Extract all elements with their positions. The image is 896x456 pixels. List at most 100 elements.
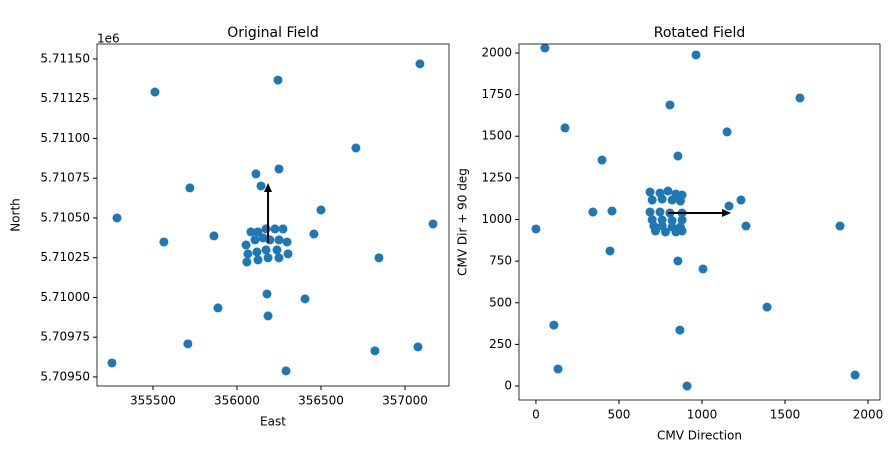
- point: [682, 381, 692, 391]
- point: [261, 245, 271, 255]
- point: [183, 339, 193, 349]
- point: [736, 195, 746, 205]
- arrow-head: [722, 209, 732, 218]
- point: [300, 294, 310, 304]
- point: [657, 194, 667, 204]
- point: [242, 257, 252, 267]
- y-tick-label: 5.71050: [40, 210, 90, 224]
- point: [159, 237, 169, 247]
- point: [278, 224, 288, 234]
- point: [281, 366, 291, 376]
- x-axis-label: East: [260, 415, 286, 429]
- point: [283, 249, 293, 259]
- chart-title: Original Field: [227, 25, 319, 41]
- plot-frame: [518, 43, 881, 401]
- point: [274, 235, 284, 245]
- point: [351, 143, 361, 153]
- point: [673, 151, 683, 161]
- point: [663, 186, 673, 196]
- point: [660, 227, 670, 237]
- point: [850, 370, 860, 380]
- chart-title: Rotated Field: [654, 25, 746, 41]
- point: [605, 246, 615, 256]
- y-tick-label: 0: [504, 379, 512, 393]
- y-tick-label: 5.70950: [40, 369, 90, 383]
- point: [741, 221, 751, 231]
- point: [374, 253, 384, 263]
- point: [675, 196, 685, 206]
- y-tick-label: 1500: [481, 129, 512, 143]
- y-axis-label: CMV Dir + 90 deg: [456, 168, 470, 276]
- y-tick-label: 5.71025: [40, 250, 90, 264]
- point: [252, 247, 262, 257]
- y-offset-label: 1e6: [97, 32, 120, 46]
- point: [722, 127, 732, 137]
- point: [107, 358, 117, 368]
- point: [413, 342, 423, 352]
- point: [677, 226, 687, 236]
- point: [309, 229, 319, 239]
- x-tick-label: 356500: [298, 394, 344, 408]
- point: [241, 240, 251, 250]
- y-tick-label: 5.71125: [40, 91, 90, 105]
- point: [665, 100, 675, 110]
- point: [645, 187, 655, 197]
- x-tick-label: 357000: [382, 394, 428, 408]
- point: [246, 227, 256, 237]
- point: [691, 50, 701, 60]
- point: [531, 224, 541, 234]
- point: [243, 249, 253, 259]
- y-tick-label: 5.70975: [40, 330, 90, 344]
- point: [698, 264, 708, 274]
- point: [262, 289, 272, 299]
- point: [253, 227, 263, 237]
- y-tick-label: 5.71150: [40, 51, 90, 65]
- point: [258, 233, 268, 243]
- point: [263, 311, 273, 321]
- point: [724, 201, 734, 211]
- point: [316, 205, 326, 215]
- x-axis-label: CMV Direction: [657, 429, 742, 443]
- point: [272, 245, 282, 255]
- y-tick-label: 1000: [481, 212, 512, 226]
- x-tick-label: 356000: [214, 394, 260, 408]
- point: [677, 215, 687, 225]
- point: [675, 325, 685, 335]
- point: [795, 93, 805, 103]
- point: [655, 207, 665, 217]
- point: [667, 195, 677, 205]
- x-tick-label: 355500: [130, 394, 176, 408]
- arrow-head: [264, 182, 273, 192]
- point: [150, 87, 160, 97]
- y-tick-label: 250: [489, 337, 512, 351]
- point: [415, 59, 425, 69]
- point: [213, 303, 223, 313]
- y-tick-label: 1750: [481, 87, 512, 101]
- y-axis-label: North: [9, 198, 23, 232]
- y-tick-label: 2000: [481, 45, 512, 59]
- x-tick-label: 500: [608, 408, 631, 422]
- point: [261, 224, 271, 234]
- point: [835, 221, 845, 231]
- x-tick-label: 2000: [853, 408, 884, 422]
- point: [560, 123, 570, 133]
- point: [270, 224, 280, 234]
- point: [370, 346, 380, 356]
- point: [274, 164, 284, 174]
- point: [263, 253, 273, 263]
- y-tick-label: 5.71075: [40, 171, 90, 185]
- point: [549, 320, 559, 330]
- point: [256, 181, 266, 191]
- point: [667, 216, 677, 226]
- point: [251, 169, 261, 179]
- x-tick-label: 1000: [687, 408, 718, 422]
- point: [762, 302, 772, 312]
- y-tick-label: 5.71000: [40, 290, 90, 304]
- point: [273, 75, 283, 85]
- point: [282, 237, 292, 247]
- point: [650, 226, 660, 236]
- point: [647, 195, 657, 205]
- y-tick-label: 750: [489, 254, 512, 268]
- point: [553, 364, 563, 374]
- y-tick-label: 1250: [481, 170, 512, 184]
